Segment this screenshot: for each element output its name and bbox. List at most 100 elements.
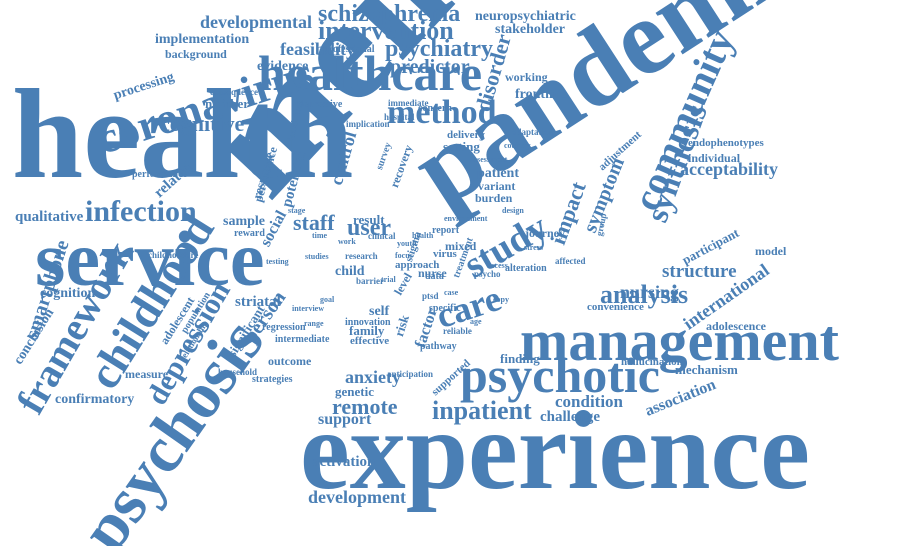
cloud-word-burden: burden — [475, 191, 513, 205]
cloud-word-youth: youth — [397, 239, 417, 248]
cloud-word-support: support — [318, 411, 372, 428]
cloud-word-trial: trial — [381, 275, 396, 284]
cloud-word-country: country — [504, 141, 531, 150]
cloud-word-reward: reward — [234, 228, 265, 239]
cloud-word-developmental: developmental — [200, 12, 312, 32]
cloud-word-affected: affected — [555, 256, 586, 266]
cloud-word-implication: implication — [346, 119, 390, 129]
cloud-word-age: age — [470, 317, 482, 326]
cloud-word-barrier: barrier — [356, 276, 384, 286]
cloud-word-variant: variant — [478, 179, 516, 193]
cloud-word-inpatient: inpatient — [432, 396, 532, 425]
cloud-word-neuropsychiatric: neuropsychiatric — [475, 9, 576, 24]
cloud-word-childhoodare: childhoodare — [148, 250, 199, 260]
cloud-word-service: service — [35, 215, 265, 302]
cloud-word-survey: survey — [374, 141, 395, 172]
cloud-word-outcome: outcome — [268, 354, 312, 368]
cloud-word-health: health — [412, 231, 434, 240]
cloud-word-copy: copy — [493, 295, 509, 304]
cloud-word-mechanism: mechanism — [675, 362, 738, 377]
cloud-word-assessment: assessment — [470, 155, 508, 164]
cloud-word-predictor: predictor — [390, 56, 470, 78]
cloud-word-mixed: mixed — [445, 239, 477, 253]
cloud-word-clinical: clinical — [368, 231, 396, 241]
cloud-word-remote: remote — [332, 394, 398, 419]
cloud-word-work: work — [338, 237, 356, 246]
cloud-word-infection: infection — [85, 195, 197, 228]
cloud-word-feasibility: feasibility — [280, 39, 355, 59]
cloud-word-sample: sample — [223, 214, 265, 229]
cloud-word-condition: condition — [555, 392, 624, 411]
cloud-word-setting: setting — [443, 139, 480, 154]
cloud-word-virus: virus — [433, 248, 457, 260]
cloud-word-time: time — [312, 231, 328, 240]
cloud-word-activation: activation — [312, 454, 376, 470]
cloud-word-frontline: frontline — [515, 87, 567, 102]
cloud-word-implementation: implementation — [155, 32, 250, 47]
cloud-word-risk: risk — [391, 313, 413, 339]
cloud-word-anticipation: anticipation — [387, 369, 434, 379]
cloud-word-performance: performance — [132, 169, 187, 180]
cloud-word-goal: goal — [320, 295, 335, 304]
cloud-word-genetic: genetic — [335, 384, 374, 399]
cloud-word-testing: testing — [266, 257, 289, 266]
cloud-word-depressive: depressive — [298, 99, 343, 110]
cloud-word-group: group — [594, 212, 609, 237]
cloud-word-focus: focus — [395, 251, 413, 260]
cloud-word-number: number — [205, 96, 250, 111]
cloud-word-schizophrenia: schizophrenia — [318, 1, 461, 27]
cloud-word-immediate: immediate — [388, 98, 429, 108]
cloud-word-strategies: strategies — [252, 374, 293, 385]
cloud-word-patient: patient — [477, 166, 519, 181]
cloud-word-endophenotypes: endophenotypes — [688, 137, 764, 149]
cloud-word-development: development — [308, 487, 406, 507]
cloud-word-working: working — [505, 70, 548, 84]
cloud-word-structure: structure — [662, 261, 737, 282]
cloud-word-delivery: delivery — [447, 129, 485, 141]
cloud-word-nurse: nurse — [418, 266, 447, 280]
cloud-word-psycho: psycho — [474, 269, 501, 279]
cloud-word-qualitative: qualitative — [15, 209, 84, 225]
cloud-word-access: access — [487, 261, 508, 270]
cloud-word-individual: individual — [688, 151, 741, 165]
cloud-word-acceptability: acceptability — [680, 159, 778, 179]
cloud-word-psychotic: psychotic — [460, 347, 660, 403]
cloud-word-adaptation: adaptation — [512, 127, 554, 137]
cloud-word-approach: approach — [395, 259, 440, 271]
cloud-word-intermediate: intermediate — [275, 334, 330, 345]
cloud-word-data: data — [425, 271, 444, 282]
cloud-word-child: child — [335, 264, 365, 279]
cloud-word-household: household — [218, 367, 258, 377]
cloud-word-hospital: hospital — [384, 112, 415, 122]
cloud-word-method: method — [387, 94, 497, 131]
cloud-word-background: background — [165, 47, 227, 61]
cloud-word-reliable: reliable — [443, 326, 472, 336]
cloud-word-striatal: striatal — [235, 294, 281, 310]
cloud-word-interview: interview — [292, 304, 324, 313]
cloud-word-range: range — [304, 319, 324, 328]
cloud-word-studies: studies — [305, 252, 329, 261]
cloud-word-case: case — [444, 288, 459, 297]
cloud-word-challenge: challenge — [540, 409, 600, 425]
cloud-word-evidence: evidence — [257, 59, 309, 74]
cloud-word-ptsd: ptsd — [422, 291, 439, 301]
cloud-word-professional: professional — [323, 44, 375, 55]
cloud-word-result: result — [353, 212, 385, 227]
cloud-word-stakeholder: stakeholder — [495, 22, 565, 37]
cloud-word-pathway: pathway — [420, 341, 457, 352]
cloud-word-research: research — [345, 251, 378, 261]
cloud-word-user: user — [347, 215, 391, 241]
cloud-word-nursing: nursing — [620, 282, 680, 302]
cloud-word-healthcare: healthcare — [258, 45, 483, 101]
cloud-word-anxiety: anxiety — [345, 367, 401, 387]
cloud-word-health: health — [12, 63, 354, 205]
cloud-word-self: self — [369, 304, 390, 319]
cloud-word-confirmatory: confirmatory — [55, 392, 135, 407]
cloud-word-hallucination: hallucination — [621, 356, 683, 368]
cloud-word-design: design — [502, 206, 524, 215]
cloud-word-family: family — [349, 323, 385, 338]
cloud-word-stage: stage — [288, 206, 306, 215]
cloud-word-management: management — [520, 308, 839, 373]
cloud-word-staff: staff — [293, 210, 335, 235]
